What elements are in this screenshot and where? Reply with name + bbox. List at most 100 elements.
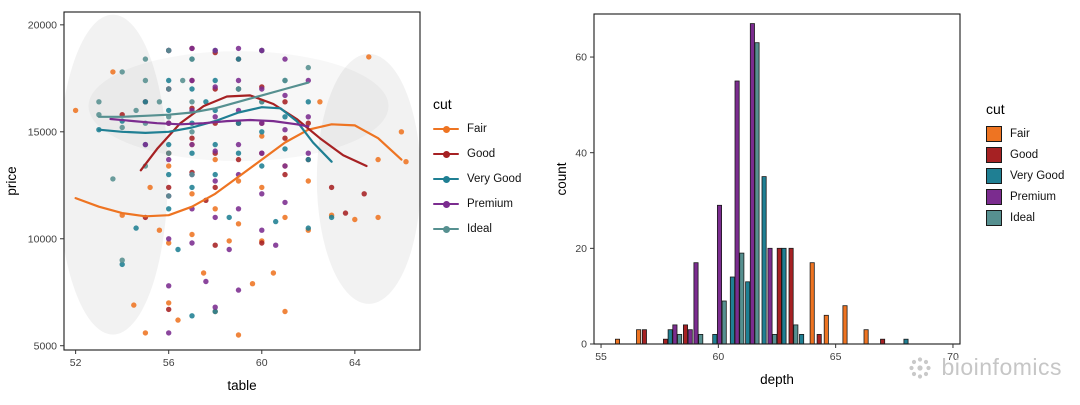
data-point <box>212 184 218 191</box>
data-point <box>119 69 125 75</box>
data-point <box>352 216 358 223</box>
histogram-bar <box>761 176 767 345</box>
data-point <box>342 210 349 216</box>
data-point <box>282 199 288 206</box>
data-point <box>96 99 102 105</box>
data-point <box>282 214 288 221</box>
confidence-band <box>316 53 420 304</box>
watermark-text: bioinfomics <box>941 354 1062 380</box>
data-point <box>142 56 149 62</box>
data-point <box>180 77 186 84</box>
data-point <box>212 148 218 154</box>
plot-panel <box>64 12 420 350</box>
watermark: bioinfomics <box>907 354 1062 381</box>
histogram-bar <box>663 338 669 345</box>
data-point <box>226 246 232 253</box>
data-point <box>212 214 218 221</box>
molecule-dot <box>924 371 929 376</box>
histogram-bar <box>734 80 740 345</box>
data-point <box>259 150 265 156</box>
molecule-dot <box>918 356 923 362</box>
data-point <box>226 238 232 244</box>
data-point <box>270 270 277 276</box>
data-point <box>166 163 172 169</box>
data-point <box>133 225 139 231</box>
legend-key <box>433 221 459 237</box>
data-point <box>259 47 265 54</box>
data-point <box>142 141 149 148</box>
legend-label: Premium <box>467 198 514 210</box>
histogram-bar <box>788 247 794 345</box>
data-point <box>282 171 288 178</box>
data-point <box>305 178 311 184</box>
data-point <box>282 163 288 169</box>
y-tick-label: 15000 <box>28 126 57 138</box>
data-point <box>235 332 242 338</box>
data-point <box>226 214 232 221</box>
x-tick-label: 55 <box>595 351 607 363</box>
data-point <box>259 129 265 135</box>
histogram-bar <box>767 247 773 345</box>
data-point <box>156 99 163 105</box>
legend-key <box>986 147 1002 163</box>
histogram-bar <box>693 262 699 345</box>
data-point <box>166 107 172 114</box>
data-point <box>305 120 311 126</box>
data-point <box>189 99 195 105</box>
histogram-bar <box>745 281 751 345</box>
data-point <box>175 246 181 253</box>
data-point <box>166 47 172 54</box>
legend-key <box>433 196 459 212</box>
legend-label: Good <box>1010 149 1039 161</box>
data-point <box>212 156 218 163</box>
legend-item-premium: Premium <box>433 196 521 212</box>
data-point <box>259 240 265 246</box>
y-tick-label: 0 <box>581 339 587 351</box>
legend-label: Premium <box>1010 191 1057 203</box>
data-point <box>282 99 288 105</box>
molecule-dot <box>912 359 917 364</box>
data-point <box>119 257 125 263</box>
data-point <box>189 141 195 148</box>
smooth-line-premium <box>109 117 310 128</box>
data-point <box>189 231 195 238</box>
data-point <box>305 156 311 163</box>
data-point <box>156 227 163 233</box>
data-point <box>235 178 242 184</box>
data-point <box>189 240 195 246</box>
data-point <box>110 69 116 75</box>
data-point <box>203 99 209 105</box>
legend-label: Ideal <box>1010 212 1035 224</box>
x-tick-label: 60 <box>256 357 268 369</box>
histogram-bar <box>641 329 647 345</box>
data-point <box>212 47 218 54</box>
data-point <box>212 114 218 120</box>
legend-key <box>433 146 459 162</box>
data-point <box>200 270 207 276</box>
data-point <box>189 184 195 191</box>
data-point <box>235 156 242 163</box>
data-point <box>166 330 172 336</box>
data-point <box>259 191 265 197</box>
panel-border <box>593 13 961 345</box>
data-point <box>235 206 242 212</box>
smooth-line-fair <box>74 123 403 218</box>
data-point <box>305 64 311 71</box>
data-point <box>142 77 149 84</box>
data-point <box>119 261 125 268</box>
data-point <box>166 193 172 199</box>
x-axis-title: table <box>227 378 256 393</box>
histogram-bar <box>793 324 799 345</box>
histogram-bar <box>776 247 782 345</box>
data-point <box>212 242 218 248</box>
data-point <box>166 86 172 92</box>
histogram-bar <box>799 333 805 345</box>
data-point <box>282 127 288 133</box>
data-point <box>142 99 149 105</box>
y-tick-label: 60 <box>575 52 587 64</box>
histogram-bar <box>880 338 886 345</box>
data-point <box>212 171 218 178</box>
data-point <box>119 124 125 131</box>
data-point <box>305 150 311 156</box>
data-point <box>166 141 172 148</box>
